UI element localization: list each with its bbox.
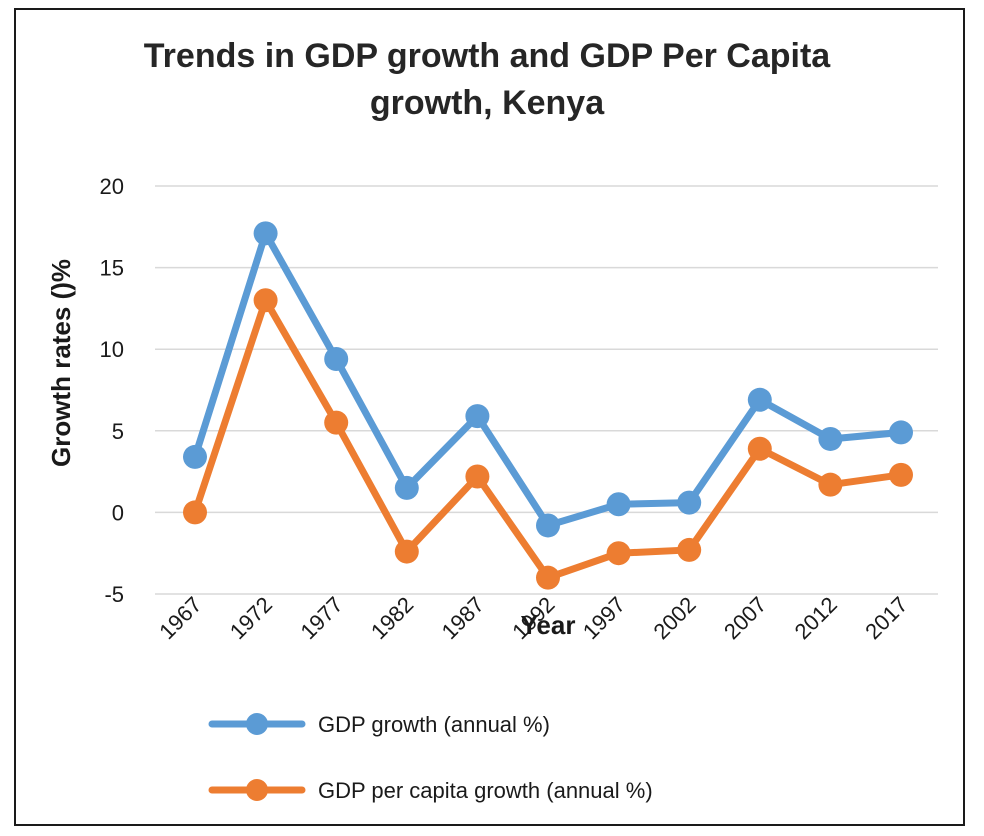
x-tick-label: 1982 xyxy=(366,592,418,644)
data-point xyxy=(889,462,913,487)
x-axis-label: Year xyxy=(521,610,576,640)
data-point xyxy=(183,500,207,525)
data-point xyxy=(606,541,631,566)
x-tick-label: 1977 xyxy=(295,592,347,644)
data-point xyxy=(394,539,419,564)
legend-label: GDP growth (annual %) xyxy=(318,712,550,737)
series-1 xyxy=(183,221,913,538)
data-point xyxy=(324,346,349,371)
x-tick-label: 1987 xyxy=(437,592,489,644)
series-line xyxy=(191,229,905,529)
y-tick-label: 5 xyxy=(112,419,124,444)
data-point xyxy=(253,288,278,313)
y-tick-label: -5 xyxy=(104,582,124,607)
legend-item-1: GDP growth (annual %) xyxy=(208,712,550,737)
y-axis-ticks: -5 0 5 10 15 20 xyxy=(100,174,124,607)
x-tick-label: 2007 xyxy=(719,592,771,644)
data-point xyxy=(677,490,702,515)
x-tick-label: 2012 xyxy=(790,592,842,644)
data-point xyxy=(253,221,278,246)
series-2 xyxy=(183,288,913,590)
chart-frame xyxy=(14,8,965,826)
legend-item-2: GDP per capita growth (annual %) xyxy=(208,778,653,803)
y-tick-label: 10 xyxy=(100,337,124,362)
y-tick-label: 15 xyxy=(100,256,124,281)
legend-swatch-marker xyxy=(246,713,268,735)
legend: GDP growth (annual %) GDP per capita grow… xyxy=(208,712,653,803)
data-point xyxy=(465,464,490,489)
data-point xyxy=(818,472,843,497)
legend-swatch-marker xyxy=(246,779,268,801)
y-tick-label: 0 xyxy=(112,500,124,525)
y-axis-label: Growth rates ()% xyxy=(46,259,76,467)
x-tick-label: 1972 xyxy=(225,592,277,644)
data-point xyxy=(324,410,349,435)
data-point xyxy=(536,565,560,590)
x-tick-label: 1967 xyxy=(154,592,206,644)
x-tick-label: 1997 xyxy=(578,592,630,644)
data-point xyxy=(536,513,560,538)
data-point xyxy=(606,492,631,517)
y-tick-label: 20 xyxy=(100,174,124,199)
chart-title-line-1: Trends in GDP growth and GDP Per Capita xyxy=(144,37,832,75)
x-tick-label: 2017 xyxy=(860,592,912,644)
chart-title-line-2: growth, Kenya xyxy=(370,84,605,122)
data-point xyxy=(818,426,843,451)
data-point xyxy=(677,537,702,562)
series-layer xyxy=(183,221,913,590)
data-point xyxy=(465,404,490,429)
data-point xyxy=(183,444,207,469)
legend-label: GDP per capita growth (annual %) xyxy=(318,778,653,803)
data-point xyxy=(889,420,913,445)
data-point xyxy=(747,436,772,461)
x-tick-label: 2002 xyxy=(648,592,700,644)
data-point xyxy=(394,475,419,500)
data-point xyxy=(747,387,772,412)
